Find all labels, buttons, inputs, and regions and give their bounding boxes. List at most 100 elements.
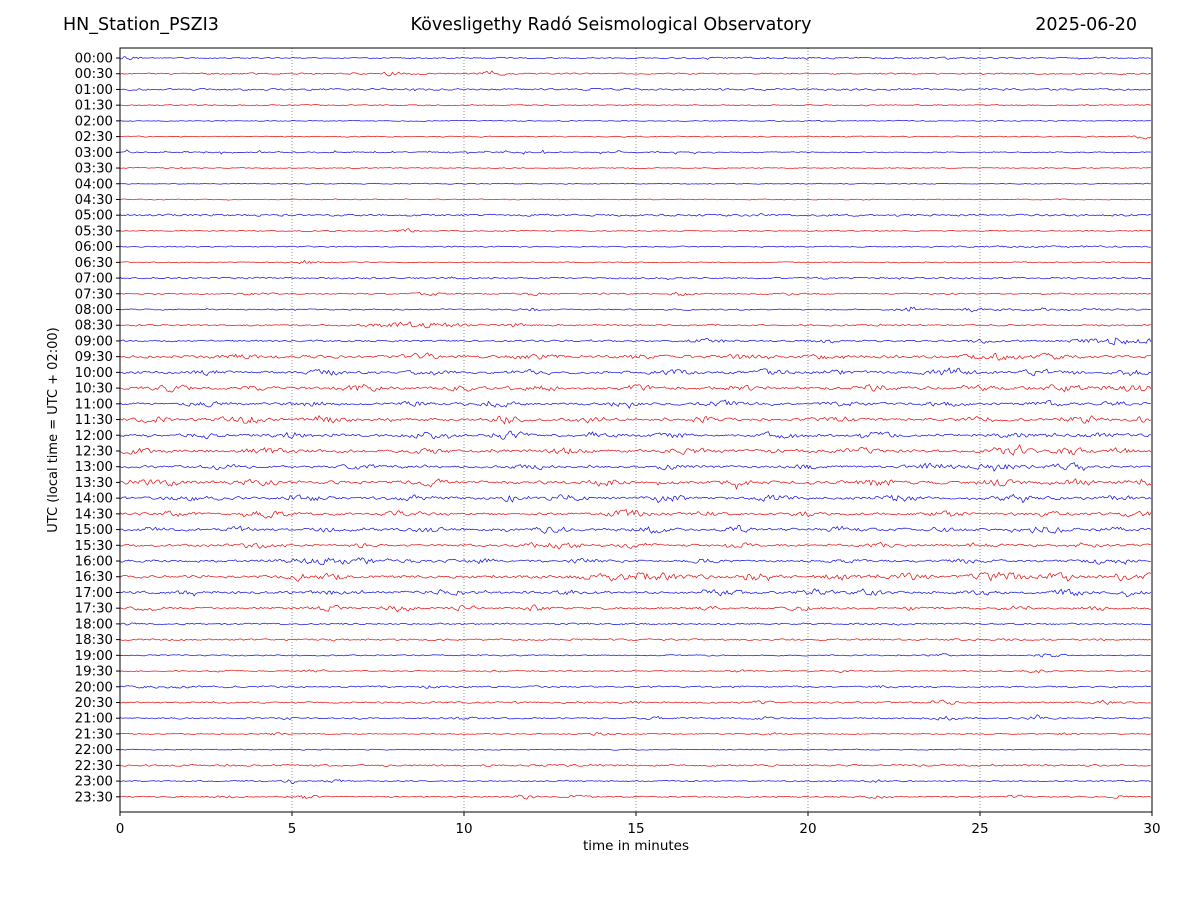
row-label: 22:00 [75, 743, 113, 758]
row-label: 06:30 [75, 256, 113, 271]
row-label: 09:00 [75, 334, 113, 349]
y-axis-label: UTC (local time = UTC + 02:00) [46, 327, 61, 532]
x-tick-label: 20 [799, 821, 816, 837]
trace-row-1400 [120, 494, 1152, 504]
trace-row-0800 [120, 306, 1151, 313]
trace-row-1930 [120, 669, 1151, 674]
row-label: 23:30 [75, 790, 113, 805]
row-label: 17:30 [75, 602, 113, 617]
trace-row-0500 [120, 213, 1151, 217]
row-label: 11:00 [75, 397, 113, 412]
trace-row-1630 [120, 571, 1151, 582]
trace-layer [120, 56, 1152, 800]
row-label: 05:30 [75, 224, 113, 239]
row-label: 19:30 [75, 665, 113, 680]
row-label: 14:00 [75, 492, 113, 507]
x-tick-label: 30 [1143, 821, 1160, 837]
observatory-title: Kövesligethy Radó Seismological Observat… [410, 15, 812, 35]
row-label: 19:00 [75, 649, 113, 664]
trace-row-1700 [120, 588, 1152, 598]
row-label: 16:30 [75, 570, 113, 585]
x-tick-label: 0 [116, 821, 125, 837]
row-label: 15:00 [75, 523, 113, 538]
row-label: 03:30 [75, 162, 113, 177]
trace-row-1900 [120, 653, 1151, 658]
trace-row-0730 [120, 291, 1152, 297]
row-label: 18:30 [75, 633, 113, 648]
trace-row-1200 [120, 430, 1151, 440]
row-label: 08:30 [75, 319, 113, 334]
row-label: 04:30 [75, 193, 113, 208]
trace-row-0400 [120, 182, 1151, 185]
trace-row-2100 [120, 714, 1151, 721]
trace-row-0530 [120, 228, 1152, 233]
x-tick-label: 5 [288, 821, 297, 837]
row-label: 15:30 [75, 539, 113, 554]
trace-row-1830 [120, 638, 1152, 642]
x-axis-label: time in minutes [583, 838, 689, 854]
row-label: 00:30 [75, 67, 113, 82]
row-label: 12:30 [75, 444, 113, 459]
date-label: 2025-06-20 [1035, 15, 1137, 35]
row-label: 16:00 [75, 555, 113, 570]
row-label: 04:00 [75, 177, 113, 192]
trace-row-1600 [120, 557, 1152, 566]
trace-row-0900 [120, 337, 1152, 346]
trace-row-1130 [120, 415, 1152, 425]
trace-row-0030 [120, 70, 1152, 77]
row-label: 02:30 [75, 130, 113, 145]
trace-row-1330 [120, 478, 1152, 490]
row-label: 11:30 [75, 413, 113, 428]
trace-row-0830 [120, 321, 1151, 329]
trace-row-2230 [120, 763, 1151, 767]
trace-row-1100 [120, 399, 1152, 409]
row-label: 10:30 [75, 382, 113, 397]
trace-row-1500 [120, 524, 1152, 534]
row-label: 22:30 [75, 759, 113, 774]
row-label: 23:00 [75, 775, 113, 790]
trace-row-1030 [120, 384, 1152, 393]
trace-row-1800 [120, 622, 1152, 626]
row-label: 13:30 [75, 476, 113, 491]
axis-layer: 0 5 10 15 20 25 30 00:0000:3001:0001:3002:0002:… [75, 47, 1161, 837]
station-title: HN_Station_PSZI3 [63, 15, 219, 35]
row-label: 07:30 [75, 287, 113, 302]
trace-row-0600 [120, 245, 1151, 248]
trace-row-0330 [120, 167, 1151, 170]
row-label: 20:30 [75, 696, 113, 711]
trace-row-2000 [120, 685, 1151, 689]
trace-row-0130 [120, 104, 1152, 107]
trace-row-0200 [120, 119, 1151, 122]
row-label: 13:00 [75, 460, 113, 475]
row-label: 05:00 [75, 209, 113, 224]
trace-row-0930 [120, 352, 1151, 361]
trace-row-1730 [120, 604, 1151, 613]
row-label: 08:00 [75, 303, 113, 318]
row-label: 17:00 [75, 586, 113, 601]
x-tick-label: 10 [455, 821, 472, 837]
trace-row-0700 [120, 276, 1151, 280]
trace-row-1300 [120, 462, 1151, 472]
row-label: 00:00 [75, 52, 113, 67]
row-label: 09:30 [75, 350, 113, 365]
row-label: 07:00 [75, 272, 113, 287]
row-label: 21:30 [75, 727, 113, 742]
grid-layer [291, 48, 981, 812]
row-label: 20:00 [75, 680, 113, 695]
trace-row-2330 [120, 794, 1152, 800]
row-label: 18:00 [75, 617, 113, 632]
row-label: 14:30 [75, 507, 113, 522]
trace-row-2030 [120, 699, 1151, 705]
row-label: 01:00 [75, 83, 113, 98]
trace-row-0100 [120, 87, 1151, 92]
trace-row-2300 [120, 779, 1152, 785]
row-label: 06:00 [75, 240, 113, 255]
x-tick-label: 25 [971, 821, 988, 837]
row-label: 01:30 [75, 99, 113, 114]
trace-row-0300 [120, 149, 1151, 155]
trace-row-0000 [120, 56, 1151, 61]
trace-row-0430 [120, 198, 1151, 201]
row-label: 10:00 [75, 366, 113, 381]
trace-row-1530 [120, 541, 1151, 550]
